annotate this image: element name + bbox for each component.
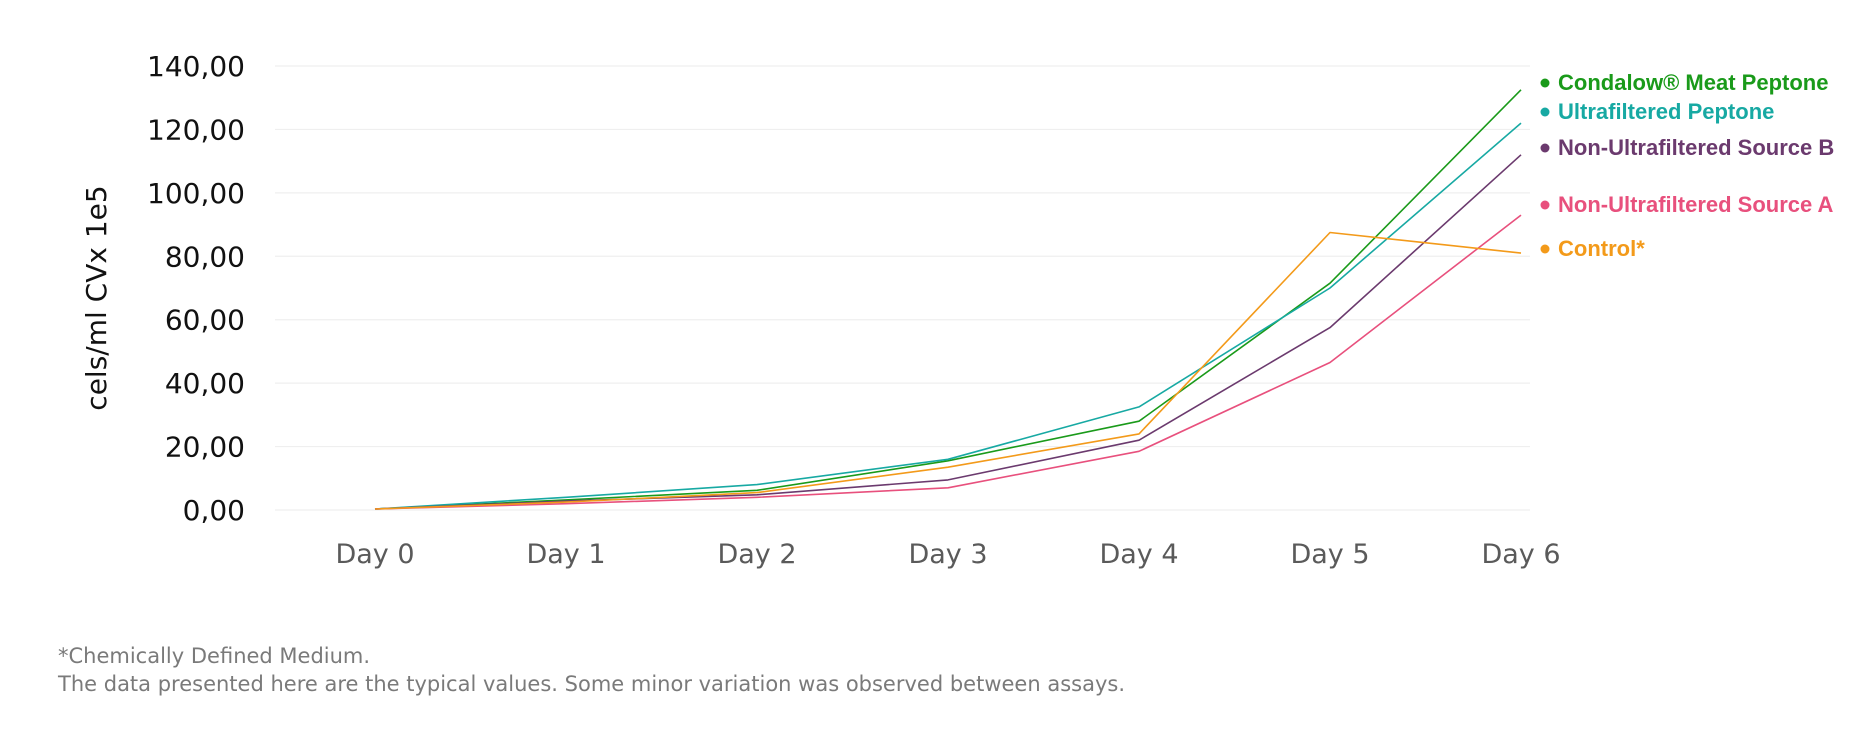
legend-label: Non-Ultrafiltered Source B [1558, 135, 1834, 160]
legend-marker [1540, 200, 1550, 210]
legend-marker [1540, 143, 1550, 153]
y-tick-label: 140,00 [147, 50, 245, 83]
legend-marker [1540, 244, 1550, 254]
series-line [374, 214, 1522, 510]
x-tick-label: Day 1 [526, 539, 605, 570]
x-tick-label: Day 5 [1290, 539, 1369, 570]
line-chart: 0,00 20,00 40,00 60,00 80,00 100,00 120,00 140,… [80, 50, 1834, 570]
x-tick-label: Day 3 [908, 539, 987, 570]
series-line [374, 154, 1522, 510]
series-line [374, 122, 1522, 510]
legend-label: Condalow® Meat Peptone [1558, 70, 1828, 95]
legend-label: Ultrafiltered Peptone [1558, 99, 1774, 124]
series-line [374, 231, 1522, 510]
y-axis-label: cels/ml CVx 1e5 [80, 185, 113, 410]
x-tick-label: Day 4 [1099, 539, 1178, 570]
y-tick-label: 20,00 [165, 431, 245, 464]
legend-label: Control* [1558, 236, 1645, 261]
y-tick-label: 120,00 [147, 113, 245, 146]
y-tick-label: 0,00 [183, 494, 245, 527]
footnote-medium: *Chemically Defined Medium. [58, 644, 371, 668]
footnote-data-note: The data presented here are the typical … [58, 672, 1125, 696]
y-tick-label: 100,00 [147, 177, 245, 210]
legend-label: Non-Ultrafiltered Source A [1558, 192, 1834, 217]
y-tick-label: 80,00 [165, 240, 245, 273]
y-tick-label: 40,00 [165, 367, 245, 400]
x-tick-label: Day 0 [335, 539, 414, 570]
legend-marker [1540, 78, 1550, 88]
y-tick-label: 60,00 [165, 304, 245, 337]
series-line [374, 89, 1522, 510]
x-tick-label: Day 2 [717, 539, 796, 570]
x-tick-label: Day 6 [1481, 539, 1560, 570]
legend-marker [1540, 107, 1550, 117]
